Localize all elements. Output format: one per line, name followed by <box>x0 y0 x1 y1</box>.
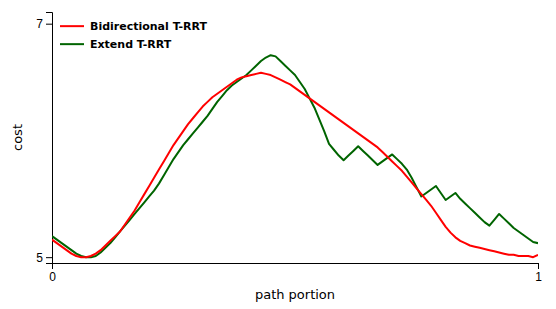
legend-item: Extend T-RRT <box>60 38 172 51</box>
x-axis: 01 <box>49 263 542 284</box>
plot: 0157path portioncostBidirectional T-RRTE… <box>10 13 542 303</box>
axis-line <box>46 13 53 264</box>
x-axis-title: path portion <box>255 287 335 302</box>
chart: 0157path portioncostBidirectional T-RRTE… <box>0 0 556 309</box>
tick-label: 7 <box>36 17 43 31</box>
legend-swatch <box>60 25 84 27</box>
tick-label: 0 <box>49 270 56 284</box>
tick-label: 1 <box>535 270 542 284</box>
series-line <box>52 73 538 257</box>
legend-label: Extend T-RRT <box>90 38 172 51</box>
y-axis: 57 <box>36 13 52 265</box>
tick-mark <box>46 257 52 258</box>
legend-swatch <box>60 43 84 45</box>
legend-item: Bidirectional T-RRT <box>60 20 208 33</box>
tick: 7 <box>36 17 52 31</box>
legend-label: Bidirectional T-RRT <box>90 20 208 33</box>
axis-line <box>53 264 539 270</box>
series-line <box>52 55 538 257</box>
tick: 1 <box>535 263 542 284</box>
tick-mark <box>538 263 539 269</box>
y-axis-title: cost <box>10 124 25 151</box>
tick: 0 <box>49 263 56 284</box>
lines <box>52 55 538 257</box>
legend: Bidirectional T-RRT Extend T-RRT <box>60 20 208 51</box>
tick-mark <box>46 24 52 25</box>
tick-label: 5 <box>36 251 43 265</box>
tick: 5 <box>36 251 52 265</box>
